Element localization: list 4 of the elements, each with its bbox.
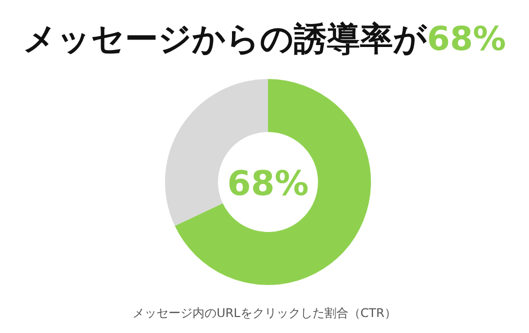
text: メッセージ内のURLをクリックした割合（CTR） [132,306,396,320]
text: 68% [427,19,506,58]
data-label: 68% [227,164,309,204]
chart-title: メッセージからの誘導率が [23,19,428,58]
